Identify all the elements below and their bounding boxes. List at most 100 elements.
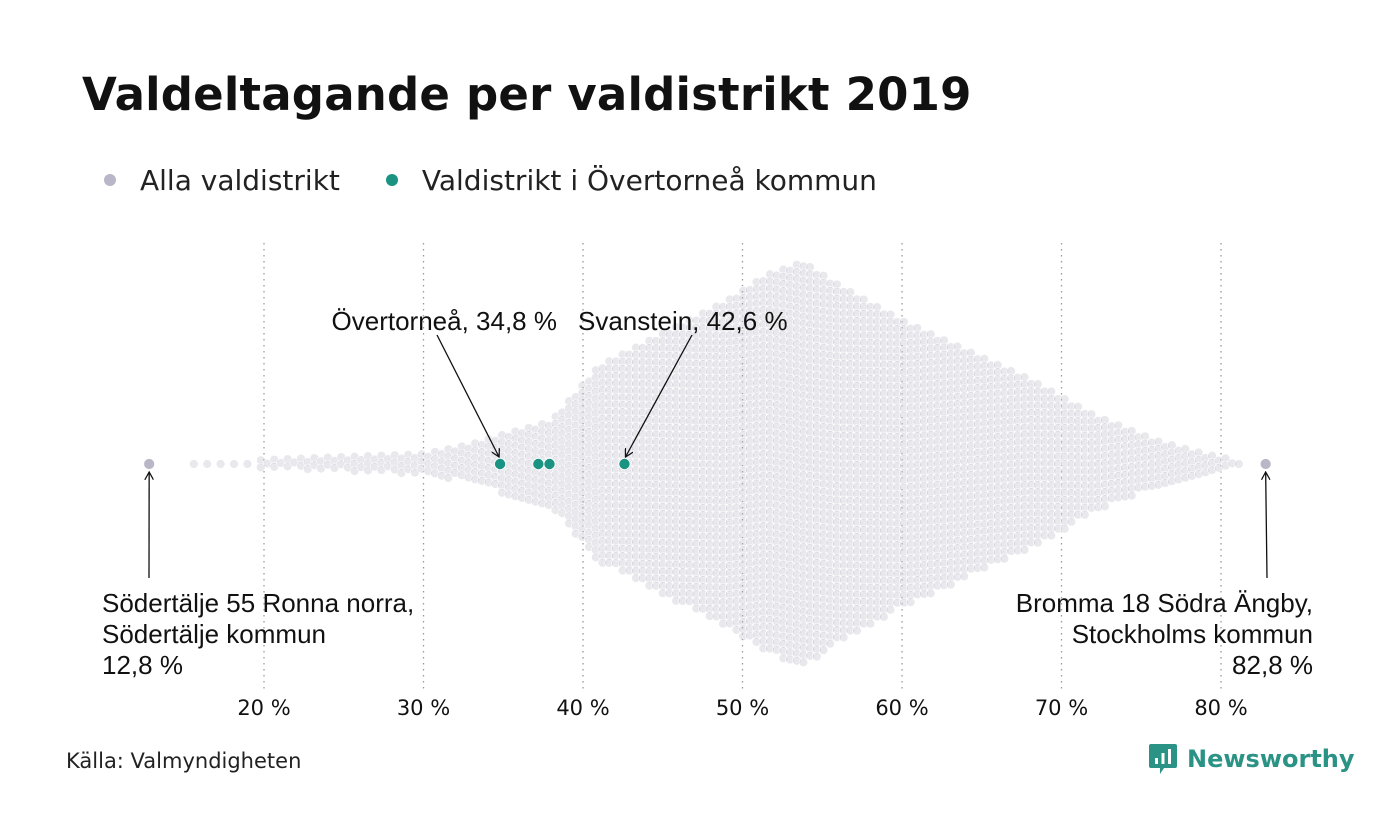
district-point: [912, 510, 923, 520]
district-point: [805, 607, 815, 618]
district-point: [738, 552, 748, 562]
district-point: [691, 510, 701, 520]
district-point: [899, 360, 909, 370]
district-point: [885, 590, 896, 601]
district-point: [812, 320, 822, 331]
district-point: [865, 575, 876, 586]
district-point: [859, 489, 869, 499]
district-point: [832, 567, 842, 578]
district-point: [704, 345, 715, 355]
district-point: [959, 398, 969, 409]
district-point: [698, 359, 708, 369]
district-point: [698, 460, 708, 470]
district-point: [664, 466, 675, 476]
district-point: [637, 350, 648, 360]
district-point: [684, 358, 695, 369]
district-point: [691, 395, 701, 405]
district-point: [711, 561, 722, 571]
district-point: [691, 402, 701, 412]
district-point: [805, 629, 815, 639]
district-point: [818, 357, 829, 367]
district-point: [704, 460, 715, 470]
district-point: [698, 496, 708, 506]
district-point: [926, 394, 936, 404]
district-point: [818, 343, 829, 353]
district-point: [611, 363, 621, 374]
district-point: [758, 514, 768, 524]
district-point: [215, 459, 226, 469]
district-point: [631, 508, 641, 518]
district-point: [845, 395, 856, 405]
district-point: [725, 467, 735, 477]
district-point: [691, 323, 701, 333]
district-point: [818, 299, 829, 310]
district-point: [912, 575, 923, 585]
district-point: [845, 474, 856, 484]
district-point: [899, 590, 909, 601]
district-point: [892, 418, 902, 428]
district-point: [664, 559, 675, 570]
district-point: [912, 359, 923, 369]
district-point: [604, 414, 614, 424]
district-point: [718, 345, 728, 355]
district-point: [758, 348, 768, 358]
district-point: [758, 326, 768, 337]
district-point: [838, 467, 849, 477]
district-point: [704, 503, 715, 513]
district-point: [745, 285, 755, 295]
district-point: [805, 262, 815, 272]
district-point: [825, 602, 835, 613]
district-point: [718, 446, 728, 456]
district-point: [919, 416, 929, 426]
district-point: [651, 408, 661, 418]
district-point: [725, 604, 735, 614]
district-point: [832, 531, 842, 542]
district-point: [879, 583, 889, 593]
district-point: [832, 632, 842, 642]
district-point: [731, 596, 742, 606]
district-point: [865, 381, 876, 391]
district-point: [725, 409, 735, 420]
district-point: [892, 598, 902, 608]
district-point: [684, 474, 695, 484]
district-point: [805, 312, 815, 323]
district-point: [711, 604, 722, 614]
district-point: [731, 358, 742, 369]
district-point: [798, 448, 809, 459]
district-point: [644, 559, 655, 569]
district-point: [704, 589, 715, 600]
district-point: [899, 381, 909, 392]
district-point: [745, 623, 755, 634]
district-point: [718, 338, 728, 348]
district-point: [684, 459, 695, 470]
district-point: [912, 524, 923, 535]
district-point: [758, 629, 768, 639]
district-point: [751, 442, 762, 453]
district-point: [671, 502, 681, 512]
district-point: [617, 551, 628, 561]
district-point: [731, 553, 742, 563]
district-point: [671, 344, 681, 354]
district-point: [872, 460, 882, 471]
district-point: [631, 573, 641, 583]
district-point: [825, 343, 835, 354]
district-point: [865, 583, 876, 593]
district-point: [838, 409, 849, 419]
district-point: [939, 393, 949, 403]
district-point: [825, 350, 835, 361]
district-point: [825, 466, 835, 476]
district-point: [718, 388, 728, 398]
district-point: [932, 350, 943, 360]
district-point: [644, 573, 655, 584]
district-point: [939, 458, 949, 468]
district-point: [905, 489, 916, 499]
district-point: [704, 337, 715, 348]
district-point: [812, 414, 822, 424]
district-point: [952, 521, 963, 532]
district-point: [731, 373, 742, 383]
district-point: [959, 521, 969, 531]
district-point: [805, 298, 815, 308]
district-point: [751, 637, 762, 647]
district-point: [624, 479, 634, 489]
district-point: [838, 423, 849, 434]
